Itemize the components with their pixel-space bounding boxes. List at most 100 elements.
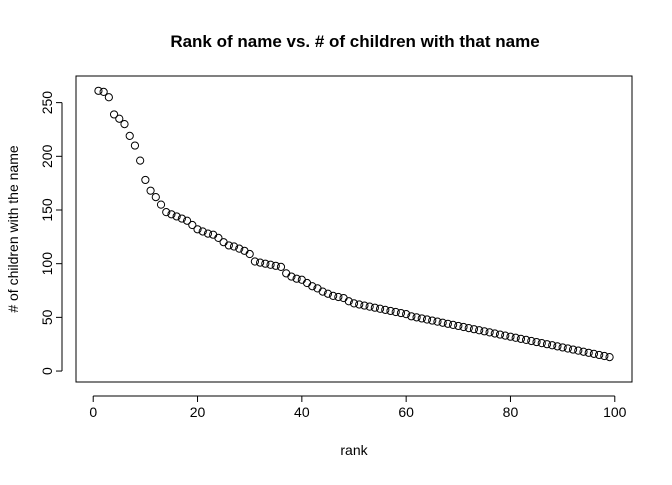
data-point [209,230,218,239]
data-point [115,114,124,123]
data-point [125,131,134,141]
data-point [162,208,171,217]
data-point [495,330,505,339]
y-tick-label: 0 [39,367,55,375]
data-point [151,193,160,202]
data-point [355,300,364,309]
x-tick-label: 20 [190,404,206,420]
data-point [302,278,312,288]
data-point [558,343,567,352]
data-point [198,227,207,236]
data-point [245,249,254,259]
data-point [454,321,463,331]
data-point [141,175,150,185]
data-point [563,344,572,353]
data-point [334,292,343,302]
data-point [391,307,400,317]
y-tick-label: 150 [39,198,55,222]
data-point [219,238,228,247]
data-point [542,340,552,349]
x-axis-label: rank [340,442,368,458]
data-point [402,310,411,319]
data-point [360,301,369,310]
data-point [250,257,260,266]
data-point [297,275,306,284]
data-point [600,351,609,361]
data-point [537,339,546,348]
x-tick-label: 60 [398,404,414,420]
data-point [276,262,286,272]
data-point [438,318,447,327]
data-point [428,316,437,325]
data-point [266,260,275,269]
data-point [396,308,406,318]
x-tick-label: 100 [603,404,627,420]
y-tick-label: 250 [39,91,55,115]
data-point [516,334,526,343]
data-point [532,337,541,347]
x-tick-label: 80 [503,404,519,420]
chart-title: Rank of name vs. # of children with that… [170,32,539,51]
data-point [375,304,385,313]
data-point [146,186,155,195]
data-point [469,325,479,334]
data-point [182,216,192,225]
data-point [433,317,442,326]
data-point [94,86,103,95]
data-point [464,324,473,333]
data-point [381,305,390,314]
data-point [443,319,452,328]
data-point [349,299,359,308]
y-axis: 0 50 100 150 200 250 [39,91,63,375]
data-point [120,120,129,129]
data-point [271,261,280,270]
data-point [501,331,510,340]
data-point [480,327,489,336]
data-point [595,350,604,360]
data-point [422,315,432,324]
data-point [172,212,181,221]
data-point [407,312,416,321]
data-point [553,342,562,351]
data-point [605,352,614,362]
data-point [256,258,265,267]
data-point [412,313,421,322]
data-points [94,86,614,362]
data-point [490,329,499,338]
data-point [292,274,301,283]
data-point [188,220,197,230]
data-point [584,348,593,357]
data-point [386,306,395,316]
data-point [370,303,379,312]
data-point [104,93,113,102]
data-point [229,242,239,251]
data-point [344,297,353,306]
data-point [224,241,233,250]
data-point [579,347,588,356]
data-point [329,291,338,300]
data-point [287,272,296,281]
data-point [589,349,599,358]
data-point [485,328,494,337]
data-point [323,289,333,298]
data-point [339,293,348,303]
data-point [156,200,166,209]
plot-frame [75,75,633,383]
data-point [574,346,583,355]
data-point [177,214,186,223]
data-point [99,87,108,96]
data-point [527,336,536,346]
y-tick-label: 100 [39,252,55,276]
data-point [109,110,119,119]
data-point [318,287,327,296]
y-tick-label: 50 [39,309,55,325]
data-point [522,335,531,345]
data-point [308,282,317,291]
data-point [282,269,291,278]
x-tick-label: 40 [294,404,310,420]
y-tick-label: 200 [39,144,55,168]
x-tick-label: 0 [89,404,97,420]
data-point [417,314,426,323]
